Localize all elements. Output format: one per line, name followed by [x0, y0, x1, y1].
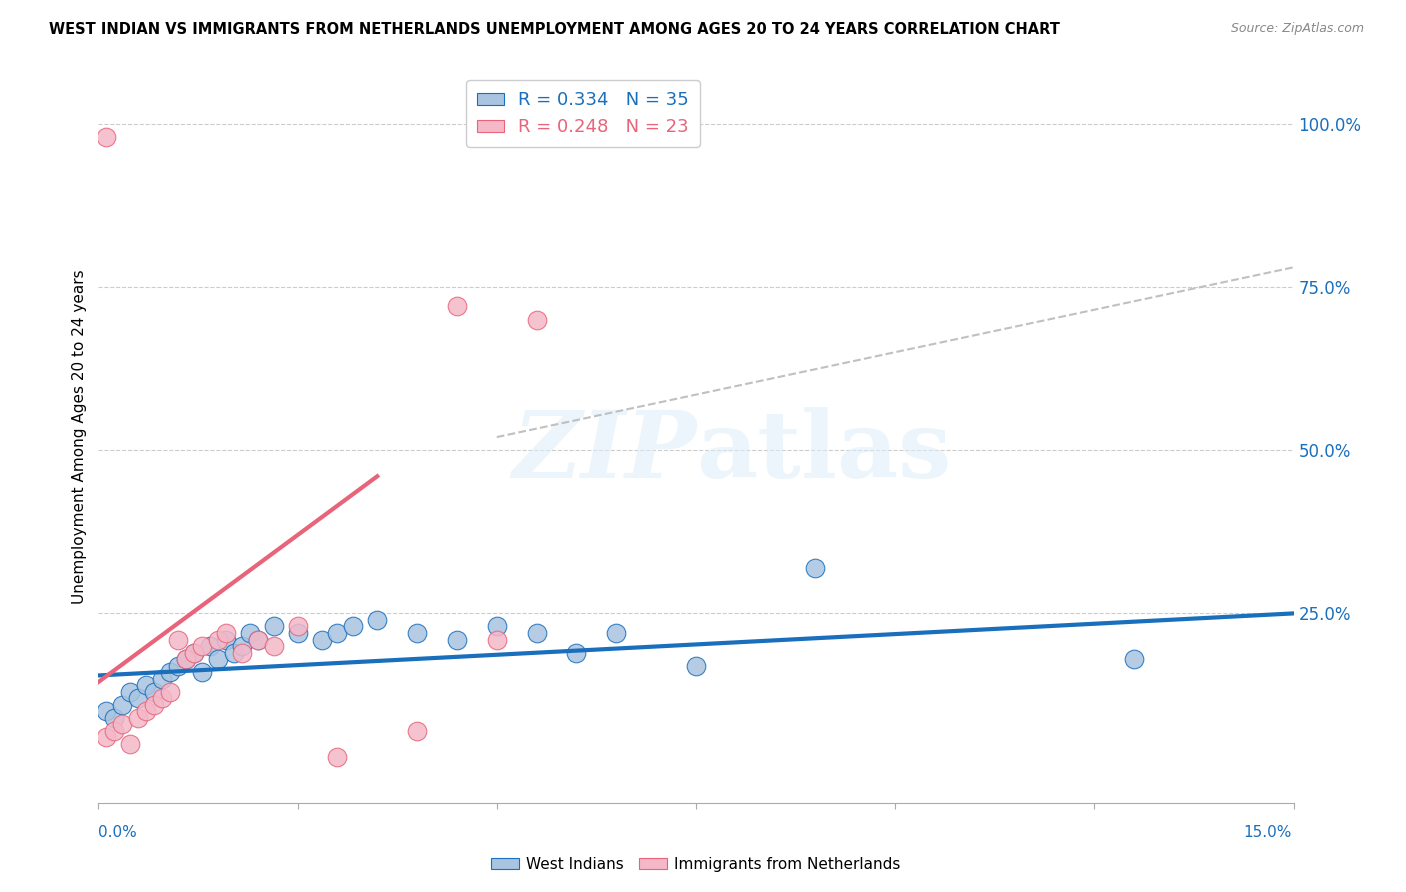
Point — [135, 678, 157, 692]
Point — [127, 711, 149, 725]
Point — [406, 723, 429, 738]
Point — [183, 646, 205, 660]
Point — [159, 665, 181, 680]
Text: Source: ZipAtlas.com: Source: ZipAtlas.com — [1230, 22, 1364, 36]
Point — [120, 685, 142, 699]
Text: WEST INDIAN VS IMMIGRANTS FROM NETHERLANDS UNEMPLOYMENT AMONG AGES 20 TO 24 YEAR: WEST INDIAN VS IMMIGRANTS FROM NETHERLAN… — [49, 22, 1060, 37]
Point — [215, 626, 238, 640]
Point — [96, 129, 118, 144]
Point — [326, 750, 349, 764]
Point — [191, 639, 214, 653]
Point — [231, 639, 253, 653]
Text: ZIP: ZIP — [512, 407, 696, 497]
Point — [135, 705, 157, 719]
Point — [446, 632, 468, 647]
Point — [246, 632, 269, 647]
Point — [526, 312, 548, 326]
Point — [485, 619, 508, 633]
Point — [287, 619, 309, 633]
Point — [183, 646, 205, 660]
Point — [565, 646, 588, 660]
Point — [96, 731, 118, 745]
Point — [103, 723, 125, 738]
Point — [150, 691, 173, 706]
Point — [685, 658, 707, 673]
Point — [222, 646, 245, 660]
Point — [446, 300, 468, 314]
Point — [120, 737, 142, 751]
Point — [804, 560, 827, 574]
Point — [263, 619, 285, 633]
Point — [246, 632, 269, 647]
Y-axis label: Unemployment Among Ages 20 to 24 years: Unemployment Among Ages 20 to 24 years — [72, 269, 87, 605]
Point — [143, 685, 166, 699]
Legend: West Indians, Immigrants from Netherlands: West Indians, Immigrants from Netherland… — [485, 851, 907, 878]
Point — [167, 658, 190, 673]
Point — [111, 717, 134, 731]
Point — [311, 632, 333, 647]
Point — [263, 639, 285, 653]
Point — [174, 652, 197, 666]
Point — [485, 632, 508, 647]
Point — [96, 705, 118, 719]
Point — [207, 652, 229, 666]
Text: 15.0%: 15.0% — [1244, 825, 1292, 839]
Point — [159, 685, 181, 699]
Point — [111, 698, 134, 712]
Point — [526, 626, 548, 640]
Point — [1123, 652, 1146, 666]
Point — [239, 626, 262, 640]
Point — [215, 632, 238, 647]
Point — [287, 626, 309, 640]
Point — [167, 632, 190, 647]
Point — [406, 626, 429, 640]
Point — [198, 639, 221, 653]
Point — [143, 698, 166, 712]
Text: 0.0%: 0.0% — [98, 825, 138, 839]
Point — [342, 619, 364, 633]
Point — [366, 613, 388, 627]
Point — [207, 632, 229, 647]
Point — [150, 672, 173, 686]
Point — [191, 665, 214, 680]
Point — [605, 626, 627, 640]
Text: atlas: atlas — [696, 407, 952, 497]
Point — [174, 652, 197, 666]
Point — [127, 691, 149, 706]
Point — [103, 711, 125, 725]
Point — [231, 646, 253, 660]
Point — [326, 626, 349, 640]
